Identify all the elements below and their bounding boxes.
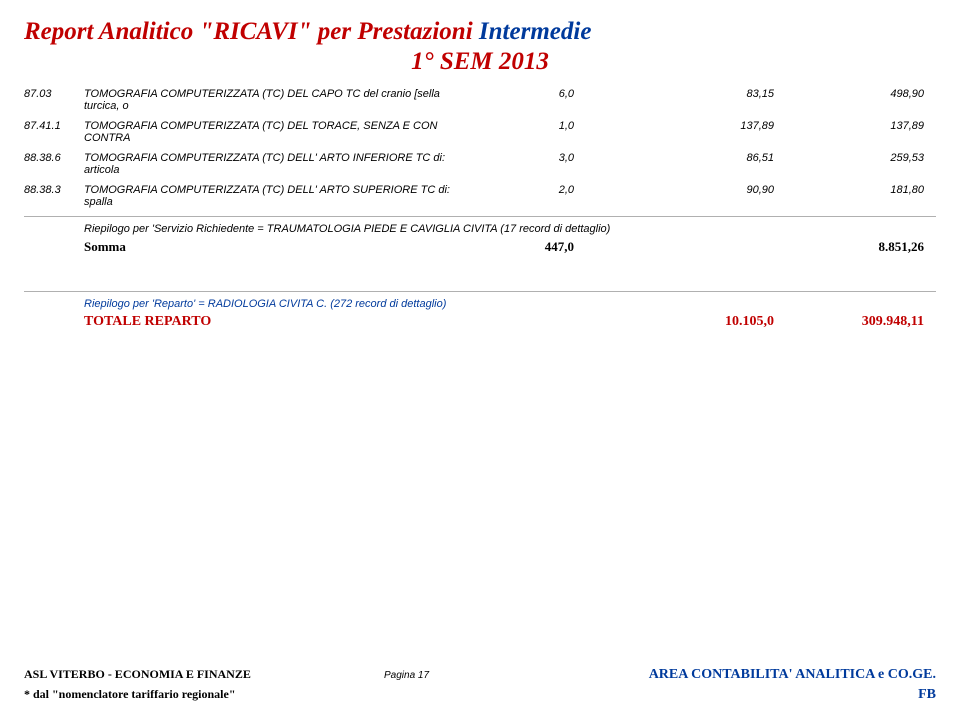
title-suffix: Intermedie xyxy=(479,18,592,45)
separator xyxy=(24,291,936,292)
footer-note: * dal "nomenclatore tariffario regionale… xyxy=(24,687,544,702)
separator xyxy=(24,216,936,217)
riepilogo-reparto: Riepilogo per 'Reparto' = RADIOLOGIA CIV… xyxy=(24,296,936,312)
row-v2: 137,89 xyxy=(574,120,774,144)
row-v2: 83,15 xyxy=(574,88,774,112)
table-row: 87.41.1 TOMOGRAFIA COMPUTERIZZATA (TC) D… xyxy=(24,118,936,150)
row-v3: 259,53 xyxy=(774,152,924,176)
row-desc: TOMOGRAFIA COMPUTERIZZATA (TC) DELL' ART… xyxy=(84,152,474,176)
row-code: 87.03 xyxy=(24,88,84,112)
row-v2: 90,90 xyxy=(574,184,774,208)
page-footer: ASL VITERBO - ECONOMIA E FINANZE Pagina … xyxy=(24,667,936,703)
somma-v3: 8.851,26 xyxy=(774,239,924,255)
row-v1: 3,0 xyxy=(474,152,574,176)
report-title: Report Analitico "RICAVI" per Prestazion… xyxy=(24,18,936,46)
report-subtitle: 1° SEM 2013 xyxy=(24,48,936,76)
row-code: 88.38.3 xyxy=(24,184,84,208)
row-code: 88.38.6 xyxy=(24,152,84,176)
totale-v3: 309.948,11 xyxy=(774,314,924,330)
somma-label: Somma xyxy=(84,239,474,255)
table-row: 88.38.6 TOMOGRAFIA COMPUTERIZZATA (TC) D… xyxy=(24,150,936,182)
totale-v2: 10.105,0 xyxy=(574,314,774,330)
row-code: 87.41.1 xyxy=(24,120,84,144)
title-main: Report Analitico "RICAVI" per Prestazion… xyxy=(24,18,473,45)
footer-fb: FB xyxy=(544,687,936,703)
row-v3: 498,90 xyxy=(774,88,924,112)
footer-page: Pagina 17 xyxy=(384,670,544,681)
totale-label: TOTALE REPARTO xyxy=(84,314,474,330)
footer-area: AREA CONTABILITA' ANALITICA e CO.GE. xyxy=(544,667,936,683)
footer-org: ASL VITERBO - ECONOMIA E FINANZE xyxy=(24,667,384,682)
row-v1: 2,0 xyxy=(474,184,574,208)
row-desc: TOMOGRAFIA COMPUTERIZZATA (TC) DELL' ART… xyxy=(84,184,474,208)
row-v1: 1,0 xyxy=(474,120,574,144)
totale-row: TOTALE REPARTO 10.105,0 309.948,11 xyxy=(24,312,936,330)
table-row: 88.38.3 TOMOGRAFIA COMPUTERIZZATA (TC) D… xyxy=(24,182,936,214)
row-desc: TOMOGRAFIA COMPUTERIZZATA (TC) DEL CAPO … xyxy=(84,88,474,112)
row-v1: 6,0 xyxy=(474,88,574,112)
table-row: 87.03 TOMOGRAFIA COMPUTERIZZATA (TC) DEL… xyxy=(24,86,936,118)
row-desc: TOMOGRAFIA COMPUTERIZZATA (TC) DEL TORAC… xyxy=(84,120,474,144)
riepilogo-servizio: Riepilogo per 'Servizio Richiedente = TR… xyxy=(24,221,936,237)
somma-row: Somma 447,0 8.851,26 xyxy=(24,237,936,255)
somma-v2: 447,0 xyxy=(474,239,574,255)
row-v3: 181,80 xyxy=(774,184,924,208)
row-v3: 137,89 xyxy=(774,120,924,144)
row-v2: 86,51 xyxy=(574,152,774,176)
